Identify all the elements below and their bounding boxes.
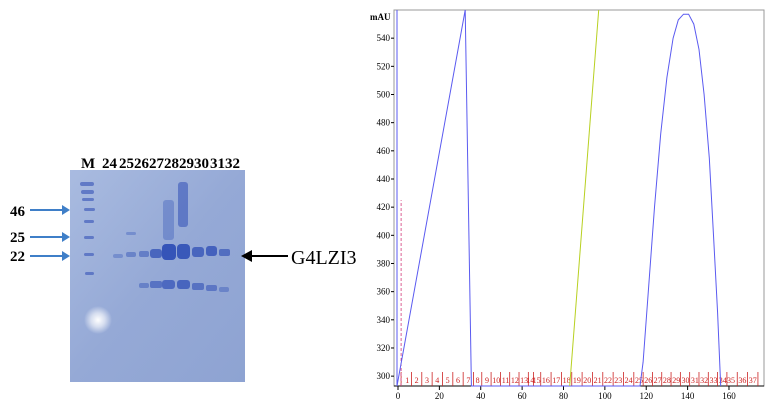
- arrow-head-icon: [62, 205, 70, 215]
- y-axis-label: mAU: [370, 12, 391, 22]
- marker-label: 46: [10, 204, 26, 220]
- fraction-label: 19: [573, 376, 581, 385]
- lane-label: 28: [164, 156, 179, 172]
- fraction-label: 31: [691, 376, 699, 385]
- y-tick-label: 480: [377, 118, 391, 128]
- ladder-lane: [80, 182, 95, 275]
- marker-label: 25: [10, 230, 25, 246]
- lane-label: M: [81, 156, 95, 172]
- lane-label: 27: [149, 156, 165, 172]
- lane-label: 32: [225, 156, 240, 172]
- gel-glare: [84, 306, 112, 334]
- x-tick-label: 60: [518, 391, 528, 399]
- lane-label: 24: [102, 156, 118, 172]
- sample-bands: [113, 182, 230, 292]
- fraction-label: 7: [466, 376, 470, 385]
- fraction-label: 6: [456, 376, 460, 385]
- y-tick-label: 460: [377, 146, 391, 156]
- y-tick-label: 500: [377, 89, 391, 99]
- fraction-label: 13: [520, 376, 528, 385]
- x-tick-label: 160: [722, 391, 736, 399]
- fraction-label: 32: [700, 376, 708, 385]
- fraction-label: 25: [635, 376, 643, 385]
- fraction-label: 23: [614, 376, 622, 385]
- y-tick-label: 300: [377, 371, 391, 381]
- fraction-label: 15: [533, 376, 541, 385]
- fraction-label: 10: [492, 376, 500, 385]
- fraction-label: 8: [476, 376, 480, 385]
- fraction-label: 21: [594, 376, 602, 385]
- x-tick-label: 0: [396, 391, 401, 399]
- fraction-label: 30: [682, 376, 690, 385]
- fraction-label: 29: [672, 376, 680, 385]
- fraction-label: 2: [415, 376, 419, 385]
- fraction-label: 12: [511, 376, 519, 385]
- fraction-label: 27: [654, 376, 662, 385]
- fraction-label: 1: [405, 376, 409, 385]
- lane-label: 25: [119, 156, 134, 172]
- gel-image: [70, 170, 245, 382]
- lane-label: 30: [194, 156, 209, 172]
- y-tick-label: 340: [377, 315, 391, 325]
- series-lines: [396, 9, 722, 387]
- fraction-label: 35: [727, 376, 735, 385]
- lane-labels: M 24 25 26 27 28 29 30 31 32: [81, 156, 240, 172]
- arrow-left-icon: [241, 250, 252, 262]
- fraction-label: 22: [604, 376, 612, 385]
- x-tick-label: 80: [559, 391, 569, 399]
- arrow-head-icon: [62, 251, 70, 261]
- fraction-label: 33: [709, 376, 717, 385]
- fraction-label: 17: [552, 376, 560, 385]
- y-tick-label: 520: [377, 61, 391, 71]
- x-tick-label: 100: [598, 391, 612, 399]
- fraction-label: 18: [563, 376, 571, 385]
- y-tick-label: 400: [377, 230, 391, 240]
- plot-border: [393, 9, 765, 387]
- fraction-label: 11: [502, 376, 510, 385]
- series-line: [396, 9, 722, 387]
- marker-arrows: [30, 205, 70, 261]
- y-tick-label: 420: [377, 202, 391, 212]
- series-line: [569, 9, 600, 387]
- marker-label: 22: [10, 249, 25, 265]
- x-tick-label: 140: [681, 391, 695, 399]
- y-ticks: 300 320 340 360 380 400 420 440 460 480 500 520 540: [377, 33, 394, 381]
- plot-frame: [393, 9, 765, 387]
- y-tick-label: 440: [377, 174, 391, 184]
- fraction-label: 37: [749, 376, 757, 385]
- fraction-label: 3: [425, 376, 429, 385]
- fraction-label: 16: [542, 376, 550, 385]
- x-tick-label: 40: [476, 391, 486, 399]
- fraction-label: 14: [526, 376, 534, 385]
- fraction-label: 20: [583, 376, 591, 385]
- fraction-label: 9: [485, 376, 489, 385]
- y-tick-label: 380: [377, 258, 391, 268]
- fraction-label: 36: [738, 376, 746, 385]
- x-ticks: 0 20 40 60 80 100 120 140 160: [396, 386, 736, 399]
- arrow-head-icon: [62, 232, 70, 242]
- fraction-label: 34: [719, 376, 727, 385]
- target-protein-label: G4LZI3: [291, 247, 357, 269]
- x-tick-label: 120: [639, 391, 653, 399]
- lane-label: 26: [134, 156, 150, 172]
- chromatogram-chart: mAU 300320340360380400420440460480500520…: [370, 9, 765, 399]
- fraction-label: 5: [446, 376, 450, 385]
- x-tick-label: 20: [435, 391, 445, 399]
- lane-label: 31: [210, 156, 225, 172]
- gel-figure: M 24 25 26 27 28 29 30 31 32 46 25 22 G4…: [10, 156, 357, 382]
- fraction-label: 28: [663, 376, 671, 385]
- y-tick-label: 360: [377, 287, 391, 297]
- fraction-label: 4: [435, 376, 439, 385]
- y-tick-label: 540: [377, 33, 391, 43]
- y-tick-label: 320: [377, 343, 391, 353]
- lane-label: 29: [179, 156, 194, 172]
- marker-labels: 46 25 22: [10, 204, 26, 265]
- fraction-label: 26: [644, 376, 652, 385]
- fraction-label: 24: [625, 376, 633, 385]
